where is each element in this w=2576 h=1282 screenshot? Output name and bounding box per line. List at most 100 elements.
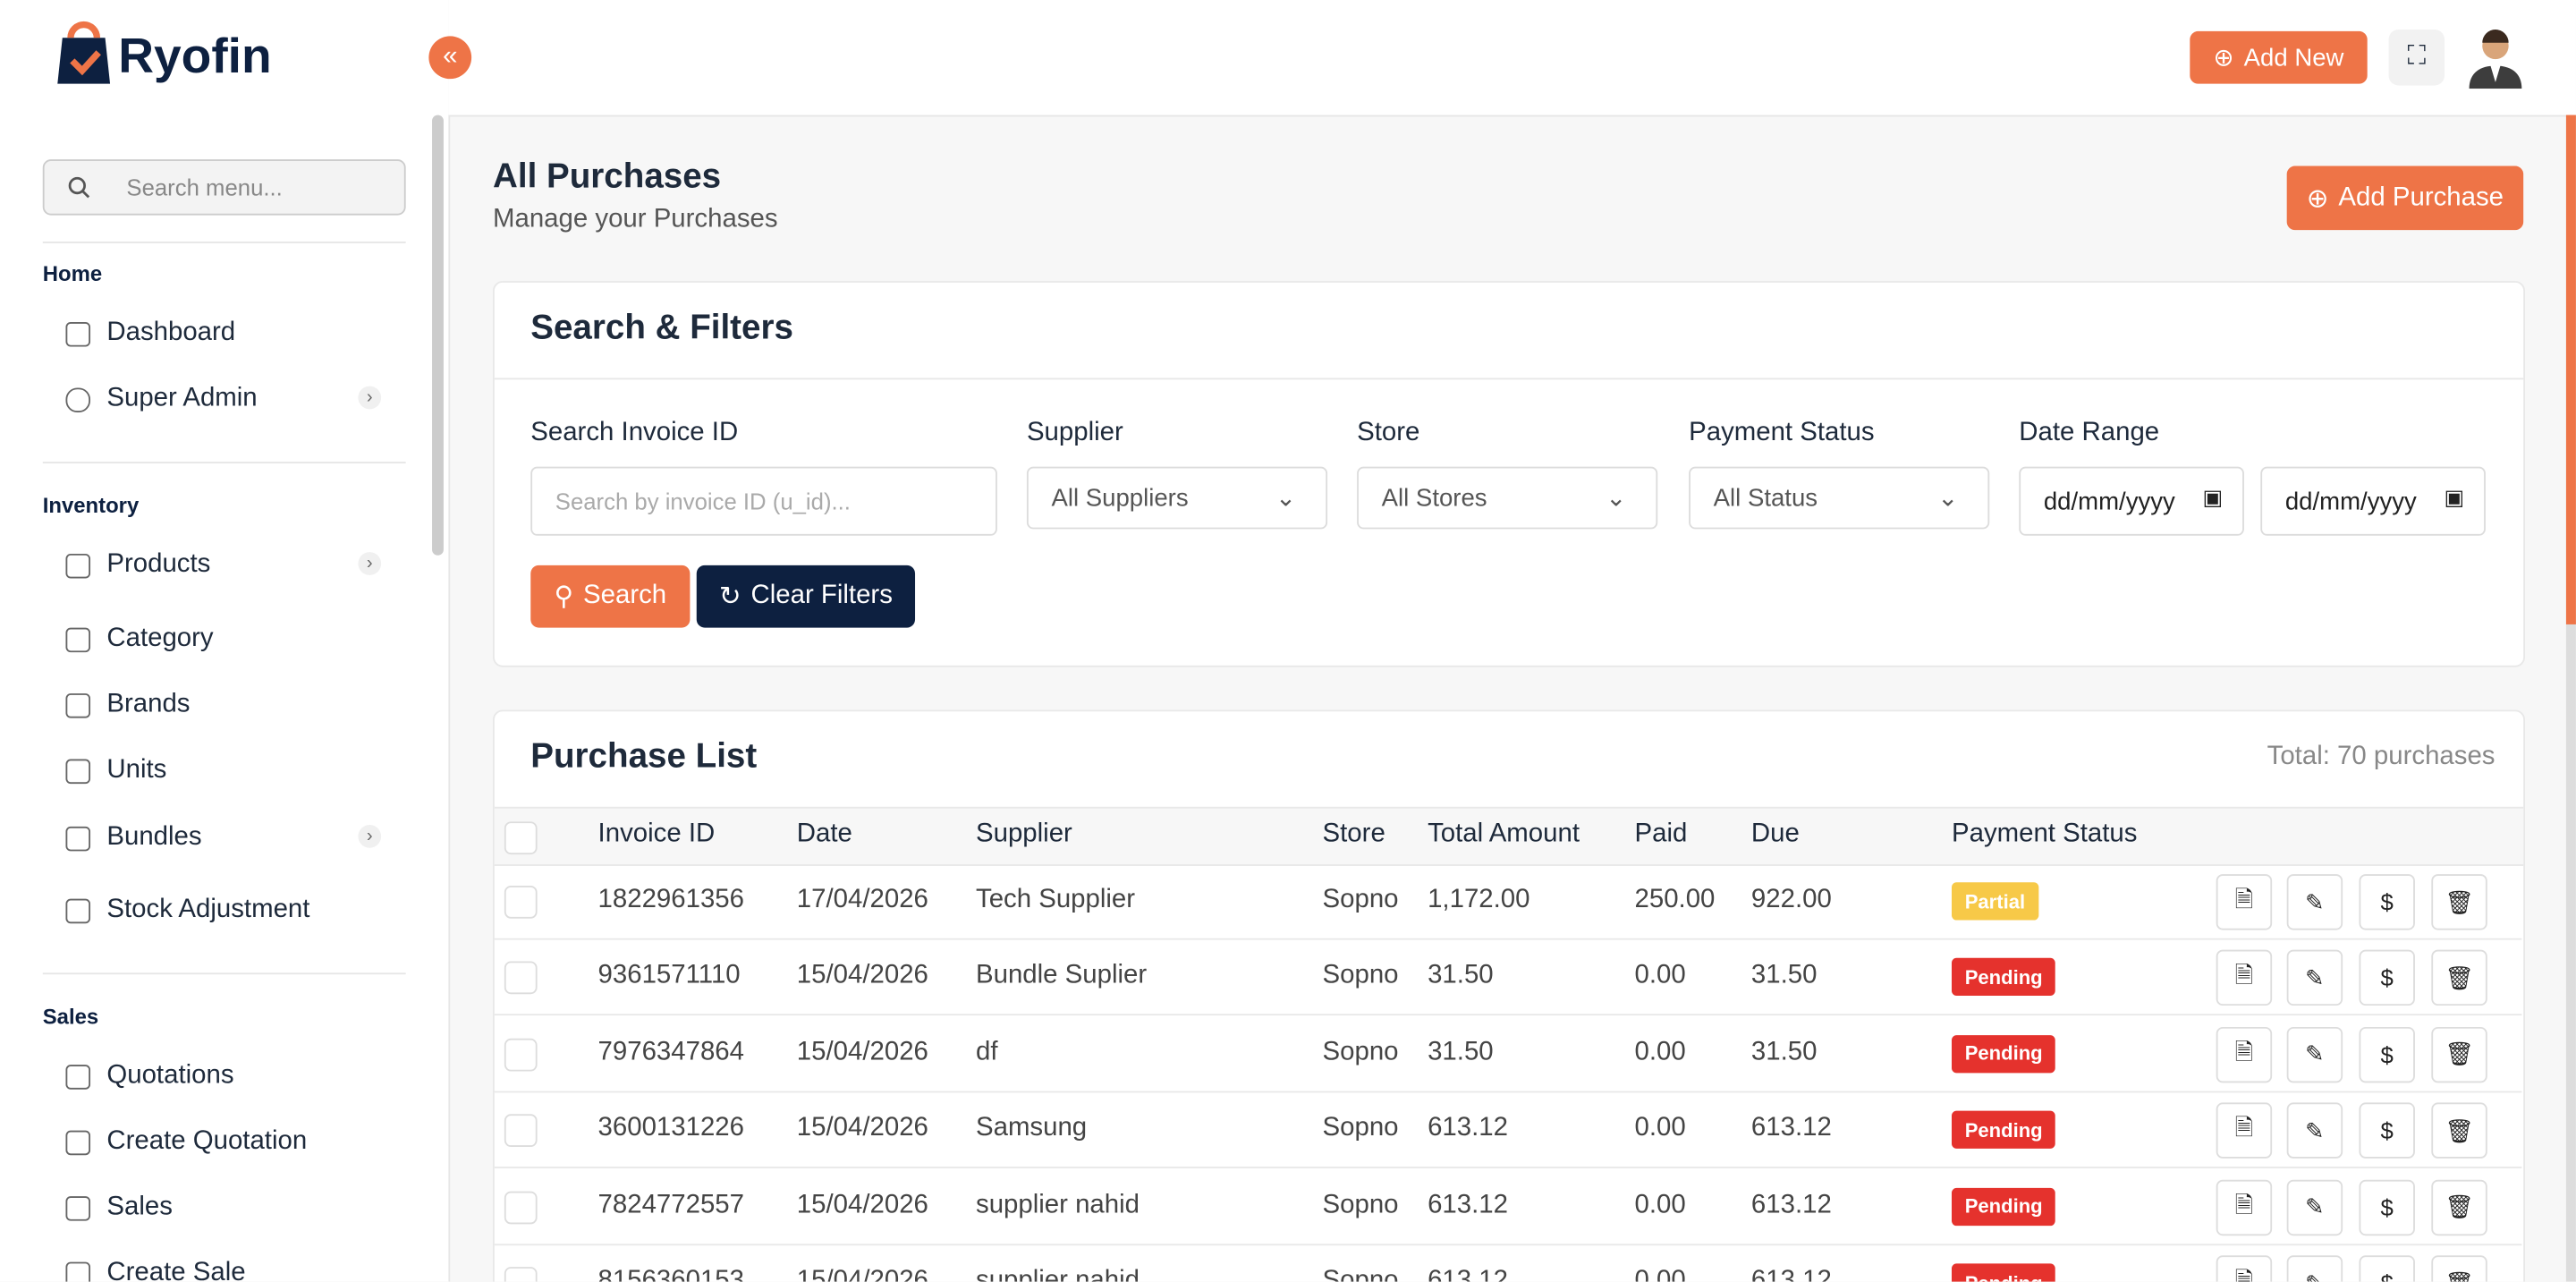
action-button[interactable]: $ <box>2359 1255 2415 1282</box>
action-button[interactable]: $ <box>2359 1179 2415 1235</box>
calendar-icon: ▣ <box>2202 484 2224 510</box>
cell: 15/04/2026 <box>796 1190 928 1219</box>
chevron: › <box>358 386 382 410</box>
fullscreen-button[interactable]: ⛶ <box>2388 30 2445 86</box>
cell: Sopno <box>1322 1038 1399 1066</box>
cell: Sopno <box>1322 962 1399 990</box>
supplier-select[interactable]: All Suppliers ⌄ <box>1026 466 1328 530</box>
action-button[interactable]: 🗑 <box>2431 950 2487 1006</box>
menu-item[interactable]: Super Admin <box>106 384 258 413</box>
action-button[interactable]: $ <box>2359 1102 2415 1159</box>
cell: Sopno <box>1322 885 1399 914</box>
menu-item[interactable]: Dashboard <box>106 318 236 347</box>
add-new-button[interactable]: ⊕ Add New <box>2190 30 2368 84</box>
cell: df <box>975 1038 998 1066</box>
cell: 613.12 <box>1428 1190 1508 1219</box>
column-header: Paid <box>1634 819 1688 848</box>
caret: ⌄ <box>1606 484 1627 514</box>
action-button[interactable]: 🗑 <box>2431 1255 2487 1282</box>
action-button[interactable]: ✎ <box>2286 950 2343 1006</box>
menu-item[interactable]: Sales <box>106 1193 173 1221</box>
icon <box>65 1261 91 1282</box>
icon <box>65 898 91 924</box>
column-header: Total Amount <box>1428 819 1580 848</box>
cell: Tech Supplier <box>975 885 1136 914</box>
brand: Ryofin <box>118 30 272 84</box>
action-button[interactable]: $ <box>2359 950 2415 1006</box>
menu-item[interactable]: Brands <box>106 690 191 718</box>
logo <box>57 21 111 84</box>
action-button[interactable]: 🗑 <box>2431 1102 2487 1159</box>
column-header: Date <box>796 819 852 848</box>
status-select[interactable]: All Status ⌄ <box>1689 466 1990 530</box>
plus-icon: ⊕ <box>2213 44 2234 72</box>
date-to[interactable]: dd/mm/yyyy ▣ <box>2260 466 2486 536</box>
action-button[interactable]: 🗎 <box>2216 1026 2273 1083</box>
menu-item[interactable]: Units <box>106 755 167 785</box>
icon <box>65 759 91 785</box>
menu-item[interactable]: Stock Adjustment <box>106 896 310 924</box>
store-select[interactable]: All Stores ⌄ <box>1357 466 1658 530</box>
menu-item[interactable]: Create Sale <box>106 1258 246 1282</box>
row-checkbox[interactable] <box>504 1114 538 1148</box>
cell: 31.50 <box>1428 962 1494 990</box>
row-checkbox[interactable] <box>504 1038 538 1072</box>
action-button[interactable]: 🗎 <box>2216 950 2273 1006</box>
icon <box>65 1196 91 1221</box>
divider <box>42 462 406 463</box>
section-title: Home <box>42 261 103 286</box>
row-checkbox[interactable] <box>504 962 538 995</box>
action-button[interactable]: $ <box>2359 1026 2415 1083</box>
action-button[interactable]: 🗎 <box>2216 1102 2273 1159</box>
row-checkbox[interactable] <box>504 1267 538 1282</box>
date-placeholder: dd/mm/yyyy <box>2284 487 2417 515</box>
date-from[interactable]: dd/mm/yyyy ▣ <box>2019 466 2244 536</box>
row-checkbox[interactable] <box>504 885 538 919</box>
date-placeholder: dd/mm/yyyy <box>2043 487 2175 515</box>
cell: 0.00 <box>1634 1114 1686 1142</box>
calendar-icon: ▣ <box>2444 484 2465 510</box>
icon <box>65 1130 91 1156</box>
caret: ⌄ <box>1275 484 1297 514</box>
status-badge: Pending <box>1951 1110 2056 1150</box>
search-button[interactable]: ⚲ Search <box>530 565 691 628</box>
select-all[interactable] <box>504 821 538 855</box>
cell: 15/04/2026 <box>796 1038 928 1066</box>
icon <box>65 693 91 718</box>
menu-item[interactable]: Bundles <box>106 823 202 852</box>
action-button[interactable]: ✎ <box>2286 1026 2343 1083</box>
refresh-icon: ↻ <box>718 583 741 612</box>
action-button[interactable]: 🗑 <box>2431 1026 2487 1083</box>
menu-item[interactable]: Create Quotation <box>106 1126 308 1156</box>
menu-search[interactable]: Search menu... <box>42 159 406 216</box>
cell: supplier nahid <box>975 1267 1140 1282</box>
invoice-input[interactable]: Search by invoice ID (u_id)... <box>530 466 997 536</box>
placeholder: Search by invoice ID (u_id)... <box>555 488 851 514</box>
menu-item[interactable]: Quotations <box>106 1061 234 1090</box>
action-button[interactable]: 🗎 <box>2216 1179 2273 1235</box>
cell: Bundle Suplier <box>975 962 1148 990</box>
row-separator <box>494 1091 2522 1093</box>
collapse-button[interactable]: « <box>428 36 472 80</box>
clear-button[interactable]: ↻ Clear Filters <box>696 565 916 628</box>
cell: 0.00 <box>1634 1190 1686 1219</box>
action-button[interactable]: $ <box>2359 874 2415 930</box>
add-new-label: Add New <box>2243 43 2344 72</box>
action-button[interactable]: ✎ <box>2286 1179 2343 1235</box>
row-checkbox[interactable] <box>504 1190 538 1224</box>
select-value: All Suppliers <box>1051 483 1189 513</box>
action-button[interactable]: 🗎 <box>2216 1255 2273 1282</box>
action-button[interactable]: ✎ <box>2286 874 2343 930</box>
icon <box>65 627 91 653</box>
action-button[interactable]: 🗎 <box>2216 874 2273 930</box>
action-button[interactable]: ✎ <box>2286 1255 2343 1282</box>
action-button[interactable]: ✎ <box>2286 1102 2343 1159</box>
menu-item[interactable]: Category <box>106 624 214 653</box>
menu-item[interactable]: Products <box>106 550 211 579</box>
column-header: Store <box>1322 819 1385 848</box>
action-button[interactable]: 🗑 <box>2431 874 2487 930</box>
add-purchase-button[interactable]: ⊕ Add Purchase <box>2286 166 2524 231</box>
action-button[interactable]: 🗑 <box>2431 1179 2487 1235</box>
avatar[interactable] <box>2464 26 2527 89</box>
cell: 15/04/2026 <box>796 1114 928 1142</box>
